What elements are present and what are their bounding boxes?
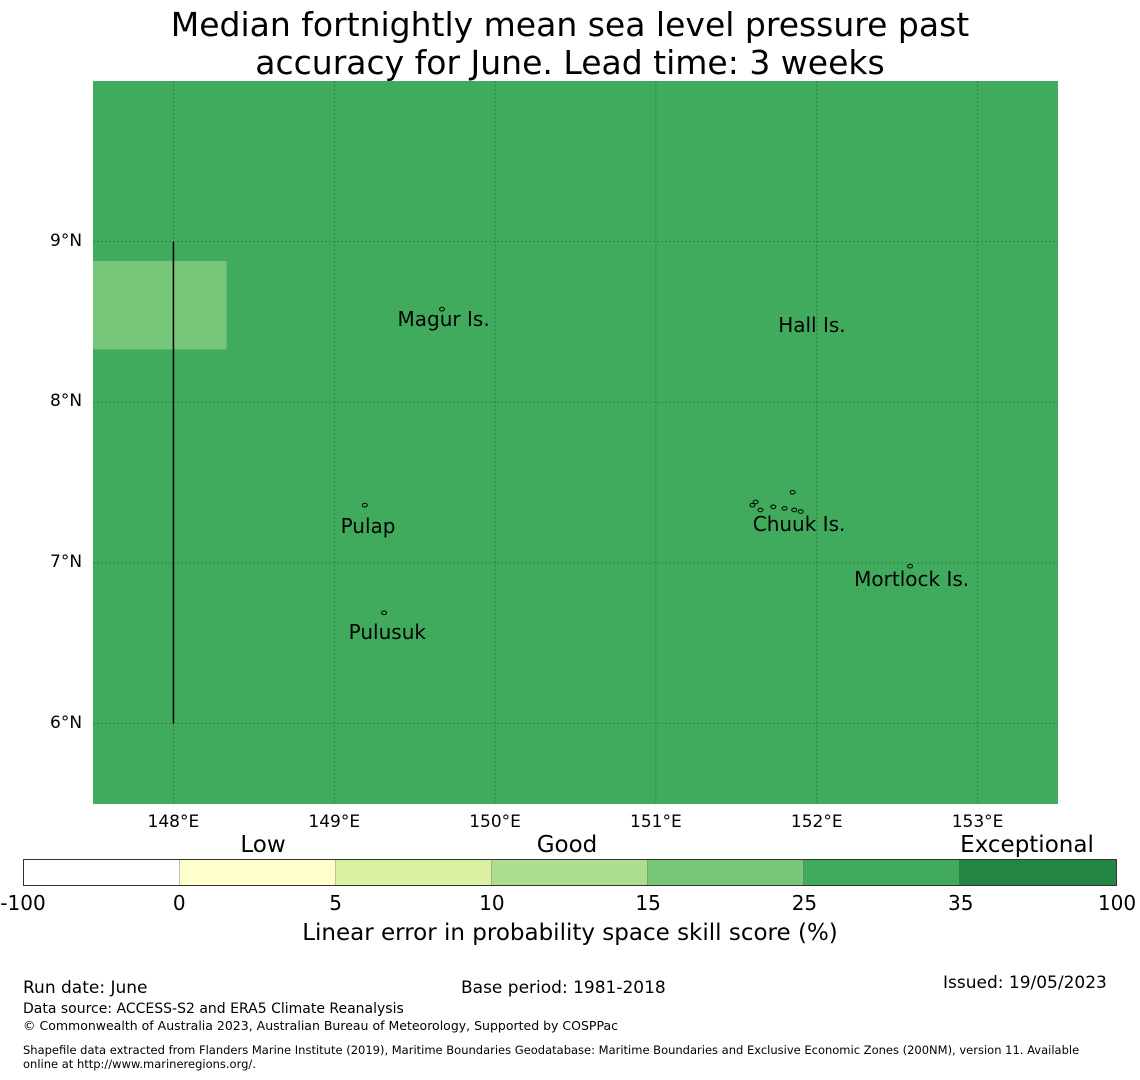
- lon-tick-label: 153°E: [951, 812, 1004, 832]
- colorbar-tick-label: 100: [1097, 891, 1137, 915]
- island-outline: [781, 506, 788, 511]
- colorbar: [23, 859, 1117, 886]
- colorbar-segment: [648, 860, 804, 885]
- island-outline: [749, 502, 756, 508]
- title-line-2: accuracy for June. Lead time: 3 weeks: [255, 43, 885, 82]
- island-outline: [791, 507, 798, 513]
- island-outline: [797, 509, 804, 514]
- island-outline: [770, 504, 777, 510]
- island-outline: [752, 499, 759, 505]
- colorbar-label: Linear error in probability space skill …: [302, 920, 838, 946]
- lon-tick-label: 150°E: [469, 812, 521, 832]
- colorbar-tick-label: 10: [479, 891, 505, 915]
- colorbar-category-low: Low: [240, 832, 286, 858]
- colorbar-category-good: Good: [536, 832, 598, 858]
- base-period: Base period: 1981-2018: [461, 978, 666, 998]
- map-canvas: [93, 81, 1058, 804]
- island-outline: [907, 563, 914, 569]
- colorbar-tick-label: 5: [329, 891, 342, 915]
- lon-tick-label: 148°E: [147, 812, 200, 832]
- colorbar-category-exceptional: Exceptional: [960, 832, 1094, 858]
- lon-tick-label: 152°E: [790, 812, 843, 832]
- data-source: Data source: ACCESS-S2 and ERA5 Climate …: [23, 1001, 404, 1017]
- lat-tick-label: 6°N: [50, 712, 83, 733]
- lat-tick-label: 7°N: [50, 552, 83, 572]
- place-label: Pulap: [340, 514, 396, 539]
- lat-tick-label: 9°N: [50, 230, 83, 251]
- lon-tick-label: 151°E: [630, 812, 682, 832]
- island-outline: [439, 306, 446, 312]
- place-label: Chuuk Is.: [752, 512, 846, 537]
- island-outline: [381, 610, 388, 616]
- colorbar-tick-label: 0: [172, 891, 186, 915]
- colorbar-segment: [960, 860, 1116, 885]
- lat-tick-label: 8°N: [50, 391, 83, 412]
- run-date: Run date: June: [23, 978, 148, 998]
- colorbar-segment: [336, 860, 492, 885]
- place-label: Mortlock Is.: [854, 567, 970, 592]
- island-outline: [361, 502, 368, 508]
- colorbar-segment: [492, 860, 648, 885]
- place-label: Magur Is.: [397, 306, 490, 331]
- skill-cell: [93, 260, 227, 350]
- shapefile-credit-line-1: Shapefile data extracted from Flanders M…: [23, 1043, 1080, 1057]
- island-outline: [789, 490, 796, 495]
- colorbar-segment: [180, 860, 336, 885]
- place-label: Pulusuk: [348, 620, 426, 645]
- shapefile-credit-line-2: online at http://www.marineregions.org/.: [23, 1057, 256, 1071]
- copyright: © Commonwealth of Australia 2023, Austra…: [23, 1018, 618, 1033]
- map-title: Median fortnightly mean sea level pressu…: [0, 6, 1140, 82]
- lon-tick-label: 149°E: [308, 812, 361, 832]
- island-outline: [757, 507, 764, 513]
- colorbar-tick-label: 35: [947, 891, 974, 915]
- issued-date: Issued: 19/05/2023: [943, 973, 1107, 993]
- map-field: [93, 81, 1058, 804]
- place-label: Hall Is.: [778, 313, 846, 338]
- colorbar-tick-label: 25: [791, 891, 818, 915]
- colorbar-segment: [24, 860, 180, 885]
- colorbar-tick-label: -100: [0, 891, 46, 915]
- colorbar-segment: [804, 860, 960, 885]
- title-line-1: Median fortnightly mean sea level pressu…: [170, 5, 970, 44]
- colorbar-tick-label: 15: [635, 891, 661, 915]
